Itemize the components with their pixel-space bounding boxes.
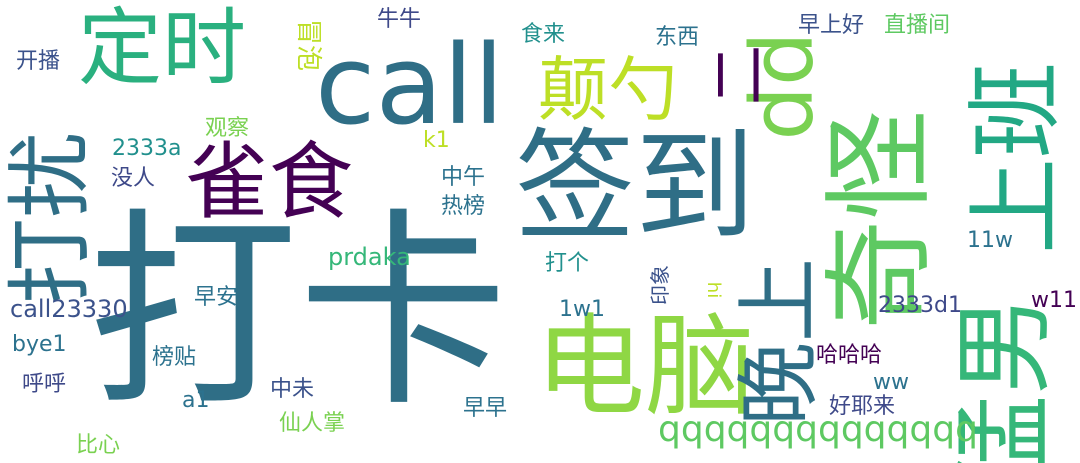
word: 直播间 xyxy=(884,13,951,38)
word: 签到 xyxy=(515,118,755,257)
word: 2333d1 xyxy=(878,293,962,318)
word: prdaka xyxy=(328,243,411,271)
word: 热榜 xyxy=(441,194,486,219)
word: 二 xyxy=(705,45,775,105)
word: 早早 xyxy=(463,396,508,421)
word: 印象 xyxy=(648,265,672,305)
word: qqqqqqqqqqqqqq xyxy=(658,409,978,450)
word: 没人 xyxy=(111,166,156,191)
word: 定时 xyxy=(78,0,247,97)
word: 仙人掌 xyxy=(279,411,346,436)
word: 11w xyxy=(967,228,1013,253)
word: 中午 xyxy=(441,165,486,190)
word: 晚上 xyxy=(730,257,829,427)
word: 上班 xyxy=(960,62,1072,254)
word: call23330 xyxy=(10,295,128,323)
word: call xyxy=(315,21,505,149)
word: 冒泡 xyxy=(293,18,324,72)
word: 颠勺 xyxy=(538,49,678,131)
word: 打卡 xyxy=(88,190,509,435)
word: 打个 xyxy=(545,251,590,276)
word: bye1 xyxy=(12,332,67,357)
word: 好耶来 xyxy=(829,394,896,419)
word: 榜贴 xyxy=(152,345,197,370)
word: hi xyxy=(703,281,725,299)
word: 观察 xyxy=(205,116,250,141)
word: 1w1 xyxy=(559,297,605,322)
word: 打扰 xyxy=(1,132,101,304)
word: 东西 xyxy=(655,25,700,50)
word: 中未 xyxy=(270,377,315,402)
word: 早上好 xyxy=(798,13,865,38)
word: 早安 xyxy=(194,285,239,310)
word: 呼呼 xyxy=(22,372,67,397)
word: a1 xyxy=(182,388,210,413)
word: 雀食 xyxy=(185,133,354,231)
word: 比心 xyxy=(76,433,121,458)
word: 食来 xyxy=(521,22,566,47)
word: ww xyxy=(873,370,909,395)
word: w11 xyxy=(1031,288,1077,313)
word: 电脑 xyxy=(535,303,755,431)
word: 牛牛 xyxy=(377,7,422,32)
word: 哈哈哈 xyxy=(816,343,883,368)
word: 开播 xyxy=(16,49,61,74)
word: k1 xyxy=(423,128,450,153)
word: 2333a xyxy=(112,136,182,161)
